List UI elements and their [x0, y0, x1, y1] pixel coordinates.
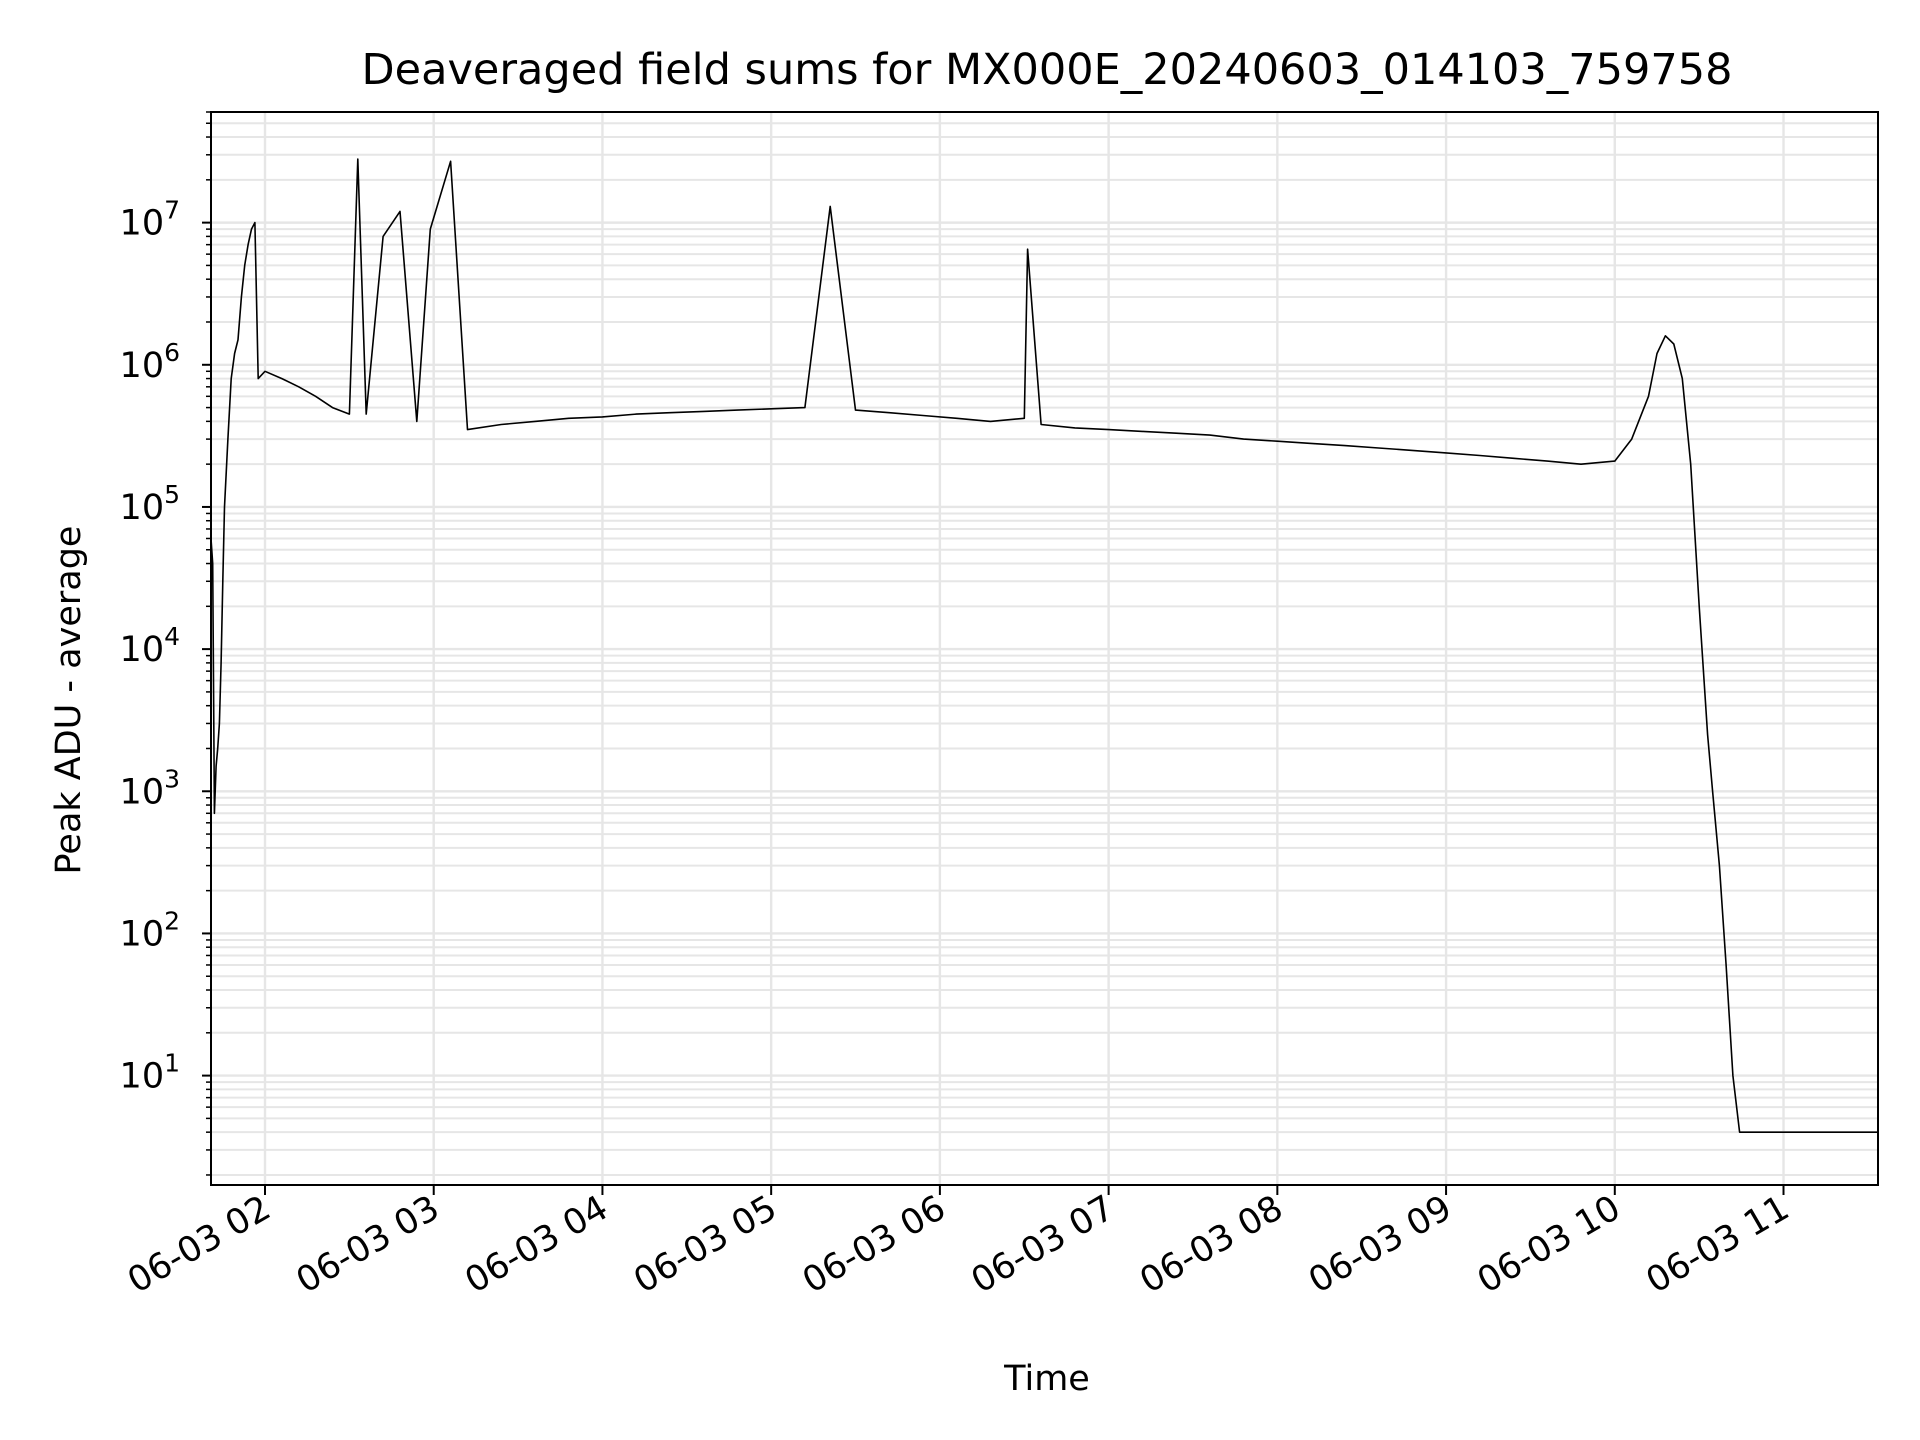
y-tick-label: 107: [120, 196, 180, 244]
y-tick-label: 102: [120, 906, 180, 954]
grid: [211, 111, 1878, 1185]
labels: Deaveraged field sums for MX000E_2024060…: [49, 45, 1732, 1399]
x-tick-label: 06-03 06: [796, 1188, 952, 1301]
x-tick-label: 06-03 08: [1134, 1188, 1290, 1301]
x-tick-label: 06-03 03: [290, 1188, 446, 1301]
y-axis-label: Peak ADU - average: [49, 526, 89, 875]
y-tick-label: 106: [120, 338, 180, 386]
y-tick-label: 104: [120, 622, 180, 670]
x-tick-label: 06-03 10: [1471, 1188, 1627, 1301]
data-series: [210, 158, 1878, 1133]
chart-title: Deaveraged field sums for MX000E_2024060…: [362, 45, 1733, 95]
x-tick-label: 06-03 07: [965, 1188, 1121, 1301]
x-tick-label: 06-03 09: [1302, 1188, 1458, 1301]
x-tick-label: 06-03 04: [459, 1188, 615, 1301]
x-axis-label: Time: [1003, 1359, 1090, 1399]
y-tick-label: 105: [120, 480, 180, 528]
x-tick-label: 06-03 02: [121, 1188, 277, 1301]
series-line: [210, 158, 1878, 1133]
y-tick-label: 103: [120, 764, 180, 812]
y-tick-label: 101: [120, 1049, 180, 1097]
x-tick-label: 06-03 11: [1640, 1188, 1796, 1301]
x-tick-label: 06-03 05: [627, 1188, 783, 1301]
